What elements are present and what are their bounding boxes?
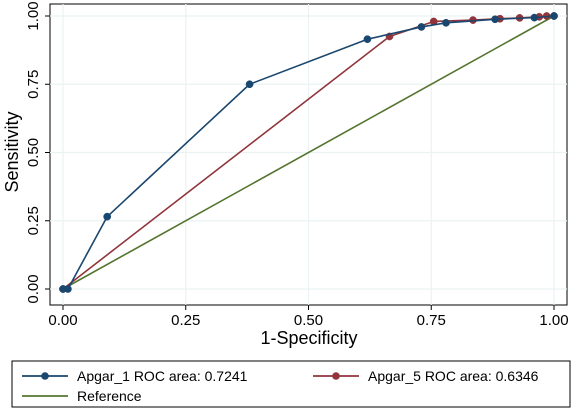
x-tick-label: 0.25 xyxy=(171,312,200,329)
y-tick-label: 0.00 xyxy=(25,274,42,303)
series-lines xyxy=(59,12,558,293)
y-tick-label: 0.50 xyxy=(25,138,42,167)
data-point-apgar-1 xyxy=(363,35,372,44)
data-point-apgar-1 xyxy=(64,285,72,293)
gridlines xyxy=(49,3,568,306)
legend: Apgar_1 ROC area: 0.7241 Apgar_5 ROC area… xyxy=(11,360,571,408)
y-tick-label: 0.25 xyxy=(25,206,42,235)
legend-label-apgar-1: Apgar_1 ROC area: 0.7241 xyxy=(77,368,248,384)
x-tick-label: 0.75 xyxy=(417,312,446,329)
y-axis-title: Sensitivity xyxy=(2,111,22,192)
data-point-apgar-1 xyxy=(103,212,112,221)
series-line-reference xyxy=(62,15,555,290)
data-point-apgar-1 xyxy=(417,23,426,31)
legend-box xyxy=(11,360,571,408)
data-point-apgar-1 xyxy=(530,13,539,22)
legend-marker-apgar-5 xyxy=(332,372,340,380)
data-point-apgar-1 xyxy=(550,12,558,20)
series-line-apgar-1 xyxy=(63,15,555,290)
x-tick-label: 0.50 xyxy=(294,312,323,329)
data-point-apgar-1 xyxy=(245,80,254,89)
x-axis-title: 1-Specificity xyxy=(260,328,357,348)
data-point-apgar-1 xyxy=(491,15,499,24)
y-tick-label: 1.00 xyxy=(25,1,42,30)
y-tick-label: 0.75 xyxy=(25,70,42,99)
data-point-apgar-1 xyxy=(442,18,450,27)
axes: 0.00 0.25 0.50 0.75 1.00 0.00 0.25 0.50 0.75 1.00 xyxy=(25,1,569,329)
x-tick-label: 1.00 xyxy=(539,312,568,329)
legend-label-reference: Reference xyxy=(77,388,142,404)
legend-label-apgar-5: Apgar_5 ROC area: 0.6346 xyxy=(368,368,539,384)
x-tick-label: 0.00 xyxy=(48,312,77,329)
legend-marker-apgar-1 xyxy=(41,372,49,380)
